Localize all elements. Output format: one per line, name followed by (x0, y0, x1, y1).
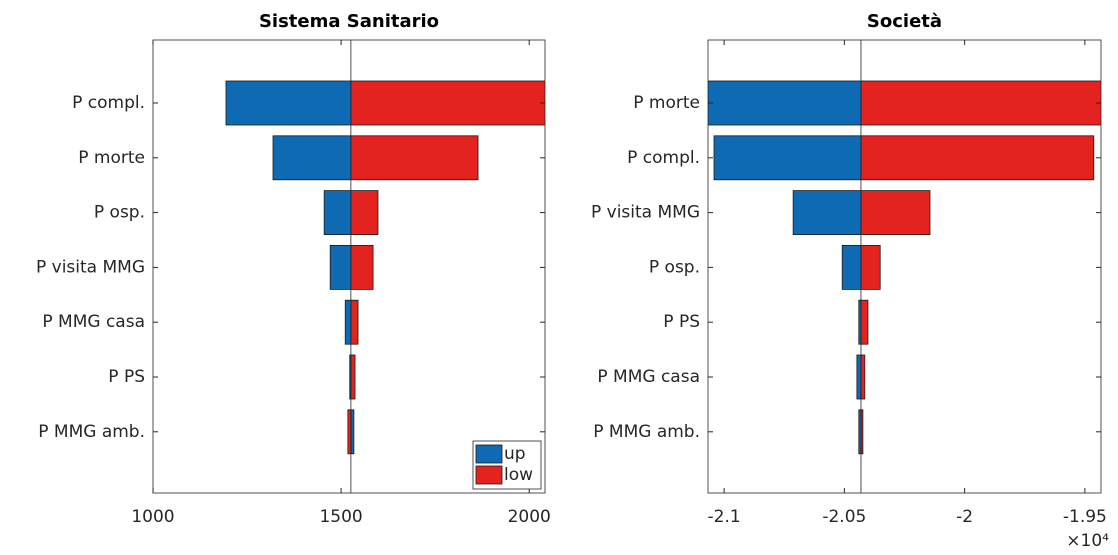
bar (713, 135, 862, 181)
x-tick-label: -1.95 (1063, 507, 1107, 527)
bar (329, 244, 352, 290)
legend-label: low (504, 465, 533, 485)
bar (323, 190, 352, 236)
y-tick-label: P compl. (627, 148, 700, 168)
bar (708, 80, 862, 126)
x-tick-label: 2000 (508, 507, 551, 527)
y-tick-label: P compl. (72, 93, 145, 113)
y-tick-label: P visita MMG (36, 257, 145, 277)
legend-swatch (475, 444, 503, 464)
bar (350, 135, 479, 181)
bar (856, 354, 862, 400)
bar (860, 244, 881, 290)
bar (225, 80, 352, 126)
x-tick-label: -2.1 (708, 507, 741, 527)
axes-box (152, 39, 546, 494)
bar (860, 135, 1095, 181)
y-tick-label: P MMG casa (42, 312, 145, 332)
y-tick-label: P MMG amb. (38, 422, 145, 442)
bar (841, 244, 862, 290)
bar (350, 354, 356, 400)
x-tick-label: -2.05 (822, 507, 866, 527)
y-tick-label: P morte (633, 93, 700, 113)
bar (272, 135, 352, 181)
bar (350, 190, 379, 236)
y-tick-label: P PS (663, 312, 700, 332)
x-tick-label: -2 (956, 507, 973, 527)
chart-title: Società (867, 11, 942, 32)
x-tick-label: 1000 (131, 507, 174, 527)
bar (860, 354, 866, 400)
y-tick-label: P visita MMG (591, 203, 700, 223)
legend-swatch (475, 465, 503, 485)
bar (347, 409, 352, 455)
y-tick-label: P MMG casa (597, 367, 700, 387)
bars (225, 80, 545, 455)
y-tick-label: P PS (108, 367, 145, 387)
x-exponent: ×10⁴ (1066, 531, 1109, 551)
bar (350, 80, 545, 126)
bar (350, 244, 374, 290)
y-tick-label: P osp. (649, 257, 700, 277)
bar (860, 80, 1101, 126)
bar (350, 299, 359, 345)
x-tick-label: 1500 (319, 507, 362, 527)
bar (860, 190, 931, 236)
bar (350, 409, 355, 455)
chart-title: Sistema Sanitario (259, 11, 439, 32)
bar (344, 299, 352, 345)
bar (860, 299, 869, 345)
y-tick-label: P osp. (94, 203, 145, 223)
legend-label: up (504, 444, 526, 464)
bar (792, 190, 862, 236)
axes-box (707, 39, 1102, 494)
y-tick-label: P MMG amb. (593, 422, 700, 442)
bars (708, 80, 1101, 455)
y-tick-label: P morte (78, 148, 145, 168)
